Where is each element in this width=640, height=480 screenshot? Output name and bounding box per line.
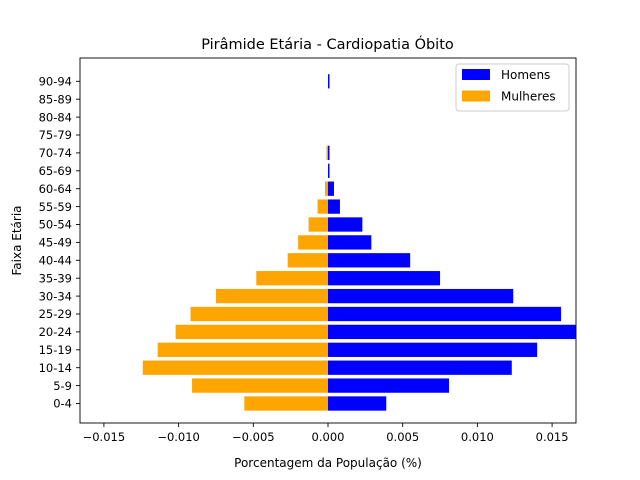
bar-homens-90-94 [328,74,330,89]
x-axis-label: Porcentagem da População (%) [234,456,422,470]
y-tick-label: 80-84 [39,110,72,124]
x-tick-label: −0.010 [157,430,200,444]
bar-mulheres-5-9 [192,378,328,393]
y-tick-label: 55-59 [39,200,72,214]
bar-mulheres-30-34 [215,288,328,304]
y-tick-label: 30-34 [39,289,72,303]
bar-homens-70-74 [328,145,330,161]
bar-mulheres-60-64 [325,181,328,196]
bar-homens-20-24 [328,324,576,340]
bar-mulheres-0-4 [244,396,328,411]
y-axis-label: Faixa Etária [10,205,24,275]
bar-homens-65-69 [328,163,330,178]
bar-homens-25-29 [328,306,562,322]
y-tick-label: 35-39 [39,271,72,285]
y-tick-label: 20-24 [39,325,72,339]
y-axis: 0-4 5-9 10-14 15-19 20-24 25-29 30-34 35-39 40-4… [39,75,80,411]
bar-homens-0-4 [328,396,387,411]
y-tick-label: 45-49 [39,236,72,250]
y-tick-label: 50-54 [39,218,72,232]
x-tick-label: −0.005 [232,430,275,444]
bar-homens-50-54 [328,217,363,232]
bar-mulheres-20-24 [175,324,328,340]
legend: Homens Mulheres [455,63,570,112]
x-tick-label: 0.005 [386,430,419,444]
y-tick-label: 90-94 [39,75,72,89]
y-tick-label: 25-29 [39,307,72,321]
bar-mulheres-25-29 [190,306,328,322]
legend-swatch-mulheres [462,90,490,102]
bar-homens-60-64 [328,181,334,196]
x-tick-label: 0.010 [461,430,494,444]
bar-homens-10-14 [328,360,512,375]
bar-homens-40-44 [328,253,411,268]
bar-mulheres-55-59 [317,199,328,214]
legend-label-homens: Homens [501,68,550,82]
y-tick-label: 0-4 [53,397,72,411]
bar-homens-35-39 [328,271,441,286]
bar-mulheres-10-14 [142,360,328,375]
y-tick-label: 60-64 [39,182,72,196]
y-tick-label: 70-74 [39,146,72,160]
bar-mulheres-50-54 [308,217,328,232]
y-tick-label: 5-9 [53,379,72,393]
bar-homens-45-49 [328,235,372,250]
x-tick-label: 0.015 [536,430,569,444]
x-tick-label: 0.000 [312,430,345,444]
bar-mulheres-35-39 [256,271,328,286]
bar-mulheres-15-19 [157,342,328,357]
y-tick-label: 65-69 [39,164,72,178]
y-tick-label: 40-44 [39,254,72,268]
chart-title: Pirâmide Etária - Cardiopatia Óbito [201,35,454,53]
bar-mulheres-45-49 [298,235,328,250]
bar-homens-55-59 [328,199,340,214]
bar-homens-5-9 [328,378,450,393]
legend-label-mulheres: Mulheres [501,90,556,104]
bars-layer [142,74,576,411]
y-tick-label: 75-79 [39,128,72,142]
bar-mulheres-40-44 [287,253,328,268]
y-tick-label: 15-19 [39,343,72,357]
x-tick-label: −0.015 [83,430,126,444]
bar-homens-30-34 [328,288,514,304]
bar-homens-15-19 [328,342,538,357]
bar-mulheres-70-74 [326,145,328,161]
legend-swatch-homens [462,69,490,80]
y-tick-label: 85-89 [39,92,72,106]
y-tick-label: 10-14 [39,361,72,375]
x-axis: −0.015 −0.010 −0.005 0.000 0.005 0.010 0.015 [83,423,569,444]
